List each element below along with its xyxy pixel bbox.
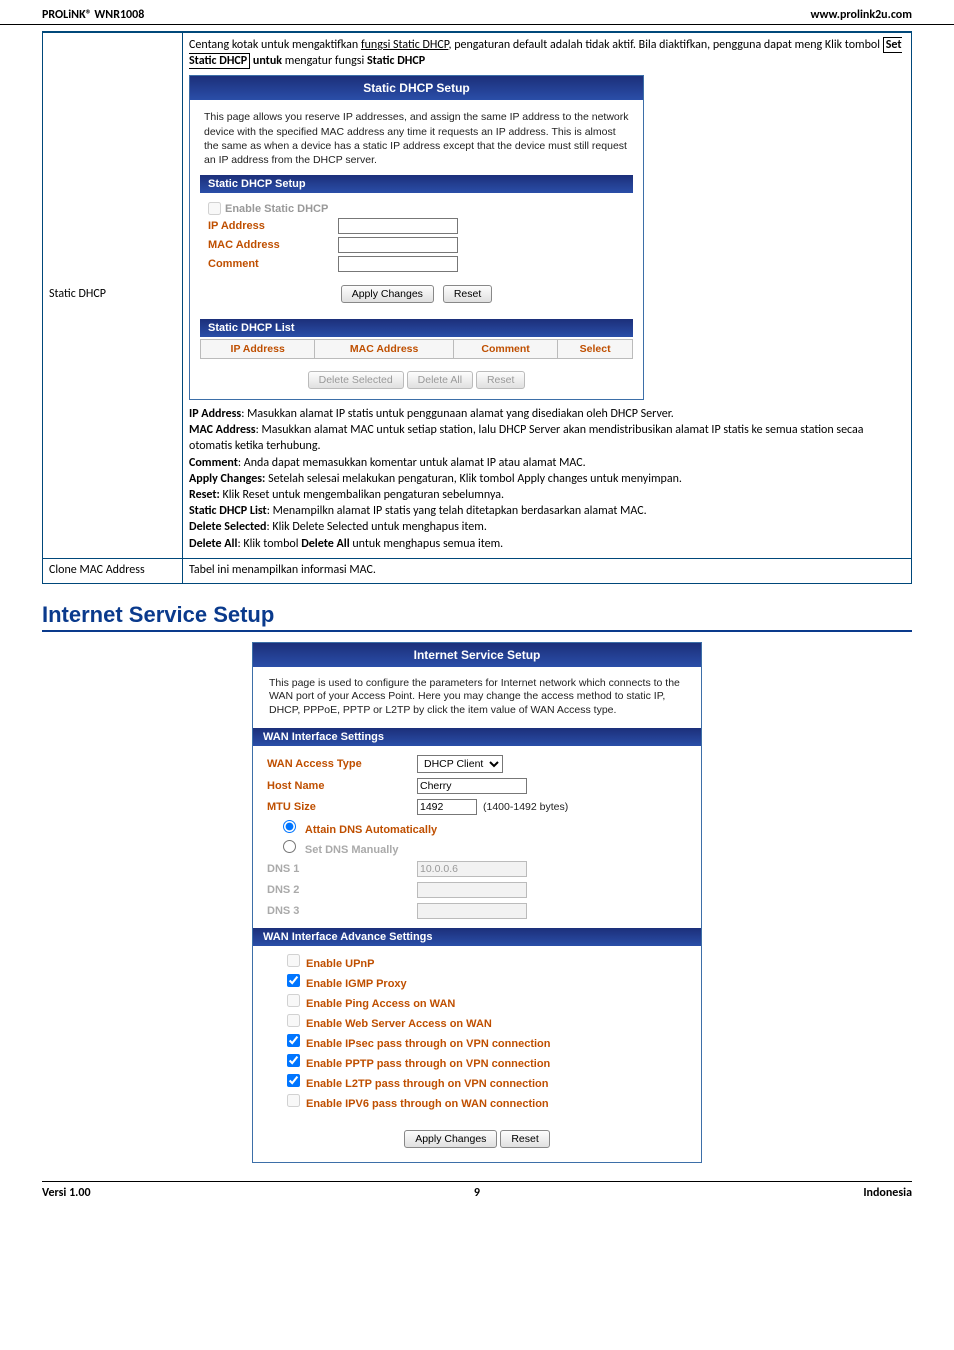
enable-ping-checkbox[interactable] (287, 994, 300, 1007)
internet-service-panel: Internet Service Setup This page is used… (252, 642, 702, 1163)
footer-version: Versi 1.00 (42, 1186, 91, 1200)
apply-changes-button[interactable]: Apply Changes (341, 285, 434, 303)
enable-igmp-label: Enable IGMP Proxy (306, 978, 407, 990)
col-comment: Comment (453, 340, 557, 359)
static-dhcp-list-table: IP Address MAC Address Comment Select (200, 339, 633, 359)
ip-address-label: IP Address (208, 220, 338, 232)
delete-selected-button[interactable]: Delete Selected (308, 371, 404, 389)
iss-apply-button[interactable]: Apply Changes (404, 1130, 497, 1148)
enable-l2tp-checkbox[interactable] (287, 1074, 300, 1087)
enable-ping-label: Enable Ping Access on WAN (306, 998, 455, 1010)
intro-text: Centang kotak untuk mengaktifkan fungsi … (189, 37, 905, 69)
enable-ipsec-label: Enable IPsec pass through on VPN connect… (306, 1038, 551, 1050)
enable-pptp-checkbox[interactable] (287, 1054, 300, 1067)
iss-title: Internet Service Setup (253, 643, 701, 667)
dns2-label: DNS 2 (267, 884, 417, 896)
set-dns-manually-label: Set DNS Manually (305, 844, 399, 856)
reset-button[interactable]: Reset (443, 285, 492, 303)
page-header: PROLiNK® WNR1008 www.prolink2u.com (0, 0, 954, 25)
col-mac: MAC Address (315, 340, 454, 359)
delete-all-button[interactable]: Delete All (407, 371, 473, 389)
enable-pptp-label: Enable PPTP pass through on VPN connecti… (306, 1058, 550, 1070)
description-list: IP Address: Masukkan alamat IP statis un… (189, 406, 905, 552)
row-content-clone-mac: Tabel ini menampilkan informasi MAC. (183, 558, 912, 583)
panel-title: Static DHCP Setup (190, 76, 643, 100)
dns1-label: DNS 1 (267, 863, 417, 875)
dns2-input[interactable] (417, 882, 527, 898)
host-name-label: Host Name (267, 780, 417, 792)
iss-desc: This page is used to configure the param… (253, 667, 701, 728)
enable-ipsec-checkbox[interactable] (287, 1034, 300, 1047)
enable-ipv6-checkbox[interactable] (287, 1094, 300, 1107)
dns3-label: DNS 3 (267, 905, 417, 917)
col-select: Select (558, 340, 633, 359)
comment-label: Comment (208, 258, 338, 270)
section-head-setup: Static DHCP Setup (200, 175, 633, 193)
enable-static-dhcp-label: Enable Static DHCP (225, 203, 328, 215)
section-title: Internet Service Setup (42, 602, 912, 632)
static-dhcp-panel: Static DHCP Setup This page allows you r… (189, 75, 644, 400)
attain-dns-auto-radio[interactable] (283, 820, 296, 833)
iss-head-advance: WAN Interface Advance Settings (253, 928, 701, 946)
footer-lang: Indonesia (863, 1186, 912, 1200)
enable-ipv6-label: Enable IPV6 pass through on WAN connecti… (306, 1098, 549, 1110)
iss-head-wan: WAN Interface Settings (253, 728, 701, 746)
wan-access-type-label: WAN Access Type (267, 758, 417, 770)
enable-webserver-label: Enable Web Server Access on WAN (306, 1018, 492, 1030)
mtu-size-label: MTU Size (267, 801, 417, 813)
mac-address-input[interactable] (338, 237, 458, 253)
set-dns-manually-radio[interactable] (283, 840, 296, 853)
dns3-input[interactable] (417, 903, 527, 919)
row-label-static-dhcp: Static DHCP (43, 33, 183, 558)
dns1-input[interactable] (417, 861, 527, 877)
panel-desc: This page allows you reserve IP addresse… (190, 100, 643, 175)
attain-dns-auto-label: Attain DNS Automatically (305, 824, 437, 836)
page-footer: Versi 1.00 9 Indonesia (42, 1181, 912, 1216)
row-label-clone-mac: Clone MAC Address (43, 558, 183, 583)
doc-title: PROLiNK® WNR1008 (42, 8, 144, 22)
doc-url: www.prolink2u.com (811, 8, 912, 22)
enable-static-dhcp-checkbox[interactable] (208, 202, 221, 215)
mac-address-label: MAC Address (208, 239, 338, 251)
enable-webserver-checkbox[interactable] (287, 1014, 300, 1027)
col-ip: IP Address (201, 340, 315, 359)
comment-input[interactable] (338, 256, 458, 272)
footer-page: 9 (474, 1186, 480, 1200)
enable-upnp-checkbox[interactable] (287, 954, 300, 967)
reset-list-button[interactable]: Reset (476, 371, 525, 389)
enable-igmp-checkbox[interactable] (287, 974, 300, 987)
iss-reset-button[interactable]: Reset (500, 1130, 549, 1148)
wan-access-type-select[interactable]: DHCP Client (417, 755, 503, 773)
section-head-list: Static DHCP List (200, 319, 633, 337)
enable-l2tp-label: Enable L2TP pass through on VPN connecti… (306, 1078, 548, 1090)
content-table: Static DHCP Centang kotak untuk mengakti… (42, 33, 912, 584)
host-name-input[interactable] (417, 778, 527, 794)
ip-address-input[interactable] (338, 218, 458, 234)
enable-upnp-label: Enable UPnP (306, 958, 374, 970)
row-content-static-dhcp: Centang kotak untuk mengaktifkan fungsi … (183, 33, 912, 558)
mtu-size-input[interactable] (417, 799, 477, 815)
mtu-note: (1400-1492 bytes) (483, 801, 568, 813)
